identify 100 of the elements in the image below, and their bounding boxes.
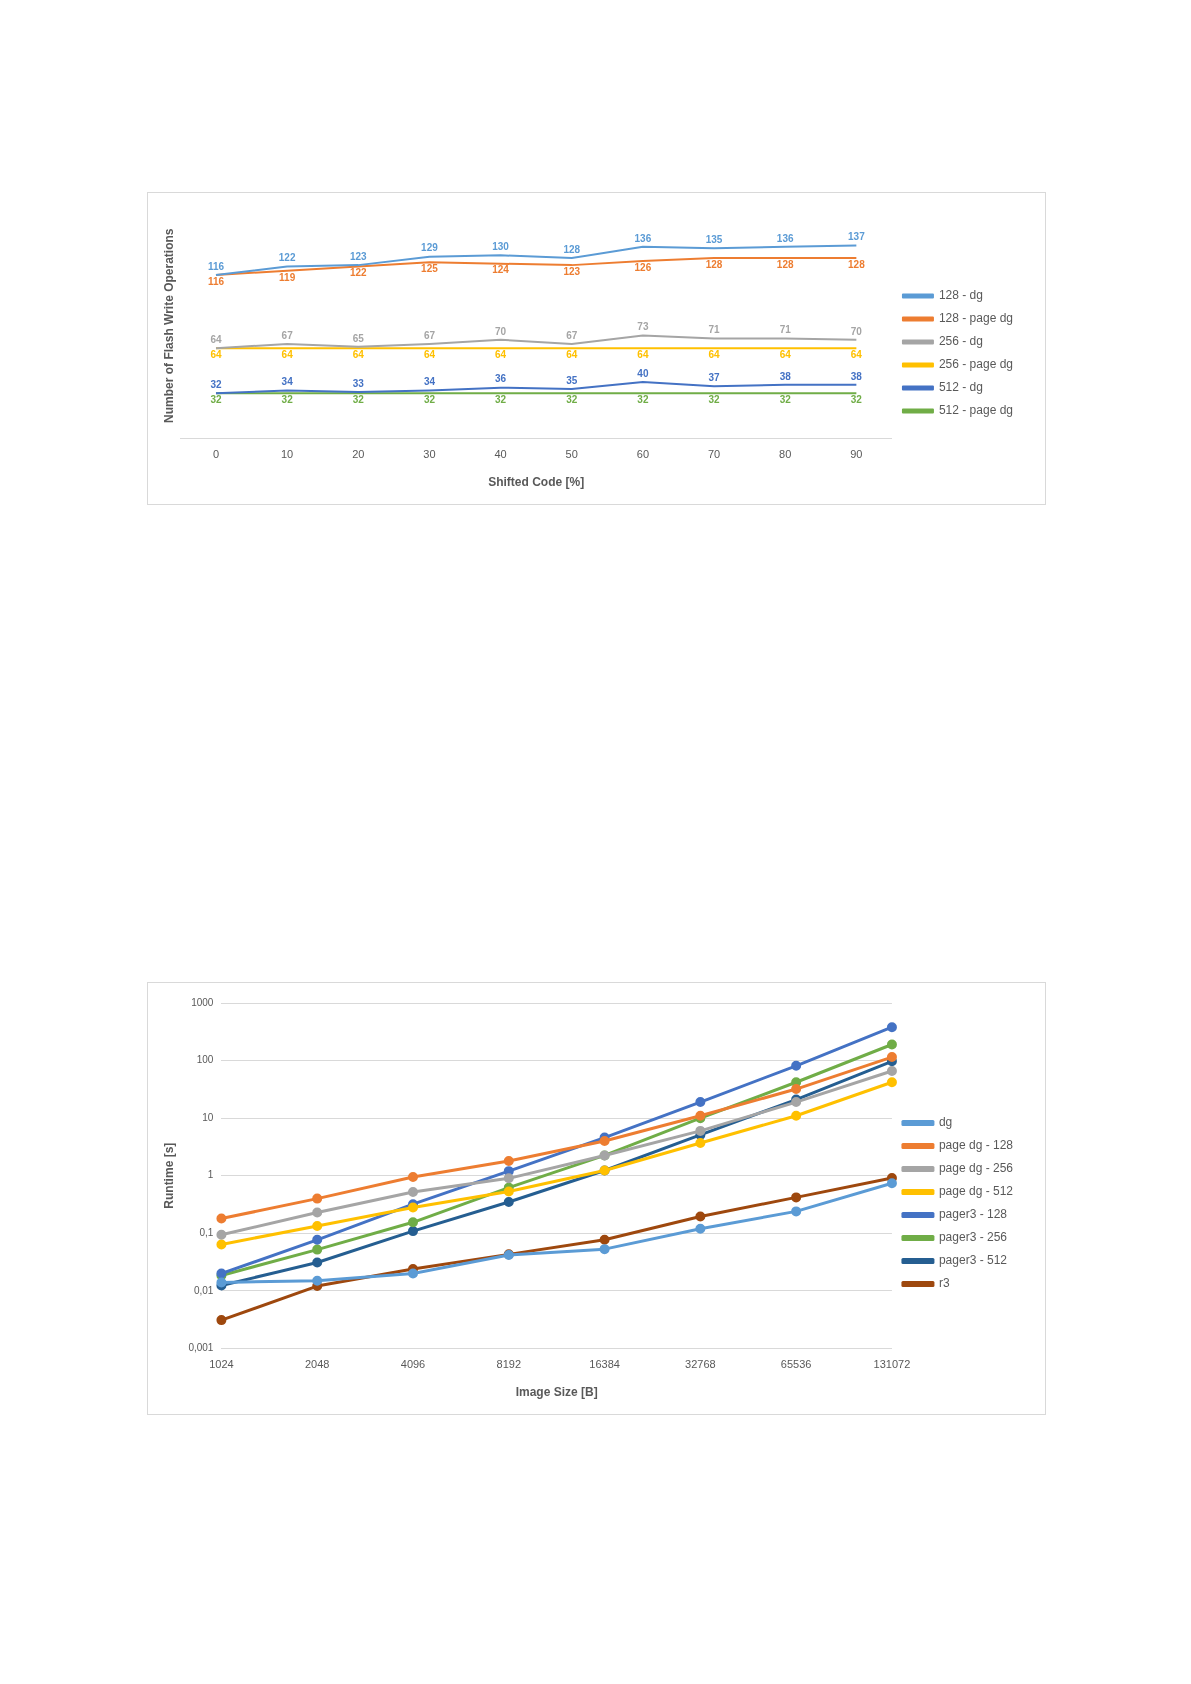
x-tick-label: 65536: [780, 1358, 812, 1371]
data-label: 70: [850, 325, 863, 337]
y-axis-title: Runtime [s]: [161, 1142, 176, 1209]
y-tick-label: 1: [207, 1169, 214, 1181]
data-label: 32: [850, 394, 863, 406]
data-label: 32: [210, 394, 222, 406]
data-label: 40: [637, 367, 649, 379]
data-label: 33: [352, 377, 365, 389]
legend-label: page dg - 512: [938, 1184, 1014, 1199]
data-label: 35: [566, 374, 578, 386]
data-label: 119: [279, 271, 296, 283]
data-label: 64: [779, 348, 792, 360]
x-axis-title: Shifted Code [%]: [488, 475, 585, 490]
data-label: 125: [421, 263, 439, 275]
data-label: 64: [850, 348, 863, 360]
data-label: 65: [352, 332, 365, 344]
data-label: 64: [423, 348, 436, 360]
data-label: 64: [708, 348, 721, 360]
x-tick-label: 16384: [589, 1358, 620, 1371]
data-label: 67: [281, 329, 294, 341]
data-label: 64: [210, 333, 222, 345]
y-tick-label: 0,001: [188, 1342, 214, 1354]
data-label: 32: [352, 394, 365, 406]
x-tick-label: 8192: [496, 1358, 522, 1371]
data-label: 32: [423, 394, 436, 406]
legend-label: page dg - 128: [938, 1138, 1014, 1153]
data-label: 126: [634, 261, 652, 273]
data-label: 32: [708, 394, 721, 406]
data-label: 116: [207, 275, 225, 287]
data-label: 129: [421, 242, 439, 254]
legend-label: r3: [938, 1276, 950, 1291]
data-label: 71: [779, 324, 792, 336]
legend-label: pager3 - 512: [938, 1253, 1008, 1268]
data-label: 130: [492, 241, 510, 253]
data-label: 73: [637, 321, 649, 333]
data-label: 71: [708, 324, 721, 336]
data-label: 38: [850, 370, 863, 382]
data-label: 67: [423, 329, 436, 341]
data-label: 128: [848, 258, 866, 270]
data-label: 122: [278, 252, 296, 264]
data-label: 67: [566, 329, 578, 341]
data-label: 64: [281, 348, 294, 360]
x-tick-label: 1024: [209, 1358, 234, 1371]
data-label: 136: [634, 232, 652, 244]
data-label: 122: [349, 267, 368, 279]
legend-label: 128 - page dg: [938, 311, 1013, 326]
x-tick-label: 60: [636, 448, 650, 461]
x-tick-label: 4096: [400, 1358, 426, 1371]
y-axis-title: Number of Flash Write Operations: [161, 228, 176, 423]
data-label: 32: [495, 394, 507, 406]
data-label: 64: [352, 348, 365, 360]
data-label: 123: [563, 265, 581, 277]
x-tick-label: 30: [423, 448, 436, 461]
legend-label: pager3 - 128: [938, 1207, 1008, 1222]
x-tick-label: 70: [707, 448, 721, 461]
data-label: 137: [848, 231, 866, 243]
data-label: 135: [705, 233, 723, 245]
legend-label: 512 - dg: [938, 380, 983, 395]
x-tick-label: 40: [494, 448, 507, 461]
x-tick-label: 80: [779, 448, 792, 461]
data-label: 32: [637, 394, 649, 406]
x-tick-label: 10: [281, 448, 294, 461]
data-label: 38: [779, 370, 792, 382]
data-label: 64: [210, 348, 222, 360]
data-label: 136: [776, 232, 794, 244]
y-tick-label: 1000: [191, 996, 214, 1008]
x-tick-label: 20: [352, 448, 365, 461]
data-label: 70: [495, 325, 507, 337]
x-tick-label: 131072: [873, 1358, 911, 1371]
data-label: 128: [705, 258, 723, 270]
data-label: 32: [566, 394, 578, 406]
x-axis-title: Image Size [B]: [515, 1385, 598, 1400]
data-label: 124: [492, 264, 510, 276]
data-label: 128: [563, 243, 581, 255]
data-label: 116: [207, 260, 225, 272]
legend-label: dg: [938, 1115, 953, 1130]
x-tick-label: 2048: [304, 1358, 330, 1371]
x-tick-label: 90: [850, 448, 863, 461]
legend-label: 256 - dg: [938, 334, 983, 349]
legend-label: 256 - page dg: [938, 357, 1013, 372]
data-label: 34: [423, 376, 436, 388]
data-label: 128: [776, 258, 794, 270]
data-label: 34: [281, 376, 294, 388]
x-tick-label: 50: [565, 448, 578, 461]
legend-label: 512 - page dg: [938, 403, 1013, 418]
data-label: 32: [281, 394, 294, 406]
legend-label: 128 - dg: [938, 288, 983, 303]
x-tick-label: 0: [212, 448, 220, 461]
data-label: 123: [349, 250, 368, 262]
data-label: 64: [566, 348, 578, 360]
data-label: 64: [637, 348, 649, 360]
y-tick-label: 0,1: [199, 1227, 214, 1239]
x-tick-label: 32768: [685, 1358, 716, 1371]
data-label: 32: [210, 379, 222, 391]
y-tick-label: 10: [202, 1111, 214, 1123]
data-label: 32: [779, 394, 792, 406]
data-label: 64: [495, 348, 507, 360]
legend-label: pager3 - 256: [938, 1230, 1008, 1245]
y-tick-label: 100: [196, 1054, 214, 1066]
data-label: 37: [708, 372, 721, 384]
